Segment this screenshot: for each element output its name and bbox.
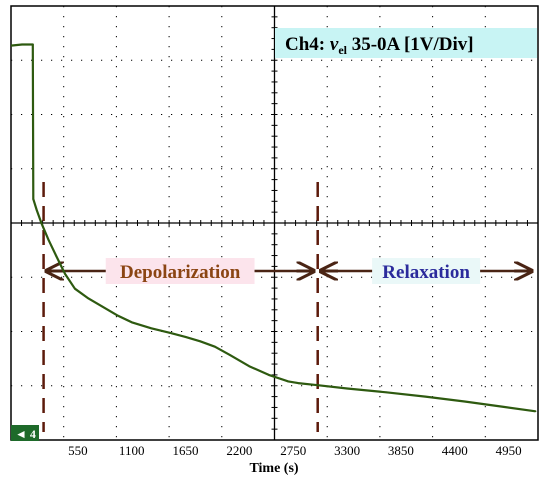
chart-title-text: Ch4: vel 35-0A [1V/Div] <box>285 34 474 57</box>
trace-point <box>86 296 89 299</box>
x-tick-label: 3850 <box>388 443 414 458</box>
trace-point <box>248 365 251 368</box>
trace-point <box>424 395 427 398</box>
trace-point <box>55 255 58 258</box>
voltage-trace <box>10 43 537 413</box>
trace-point <box>214 345 216 348</box>
trace-point <box>31 43 34 46</box>
trace-point <box>502 406 505 408</box>
x-tick-label: 2200 <box>226 443 252 458</box>
trace-point <box>346 387 348 390</box>
trace-point <box>21 43 23 46</box>
x-tick-label: 1100 <box>119 443 145 458</box>
trace-point <box>101 305 104 308</box>
svg-text:◄ 4: ◄ 4 <box>15 427 36 441</box>
annotation-label: Relaxation <box>382 262 470 283</box>
trace-point <box>184 336 187 338</box>
trace-point <box>228 353 231 356</box>
trace-point <box>534 410 537 413</box>
x-tick-label: 550 <box>68 443 88 458</box>
trace-point <box>74 287 76 290</box>
annotation-label: Depolarization <box>120 262 241 283</box>
trace-point <box>287 380 290 383</box>
trace-point <box>385 391 388 394</box>
x-tick-label: 1650 <box>173 443 199 458</box>
trace-point <box>199 340 202 343</box>
trace-point <box>130 321 133 324</box>
x-tick-label: 4950 <box>496 443 522 458</box>
phase-markers <box>42 182 319 432</box>
trace-point <box>47 238 50 241</box>
trace-point <box>267 374 270 376</box>
trace-point <box>169 332 172 335</box>
trace-point <box>297 382 300 384</box>
chart-title-background <box>275 28 537 58</box>
trace-point <box>150 327 153 330</box>
chart-title: Ch4: vel 35-0A [1V/Div] <box>275 28 537 58</box>
annotation-label-background <box>372 258 481 284</box>
x-tick-label: 4400 <box>442 443 468 458</box>
channel-marker: ◄ 4 <box>11 425 39 441</box>
phase-annotations: Depolarization Relaxation <box>47 258 532 284</box>
trace-point <box>463 400 466 403</box>
x-tick-label: 3300 <box>334 443 360 458</box>
x-axis-label: Time (s) <box>249 461 298 476</box>
trace-point <box>35 209 38 211</box>
trace-point <box>316 384 319 387</box>
trace-point <box>116 314 118 317</box>
grid <box>11 6 538 440</box>
trace-point <box>64 273 67 275</box>
x-tick-label: 2750 <box>280 443 306 458</box>
trace-point <box>32 198 35 201</box>
trace-point <box>40 222 43 225</box>
x-tick-labels: 550 1100 1650 2200 2750 3300 3850 4400 4950 <box>68 443 522 458</box>
annotation-label-background <box>105 258 255 284</box>
